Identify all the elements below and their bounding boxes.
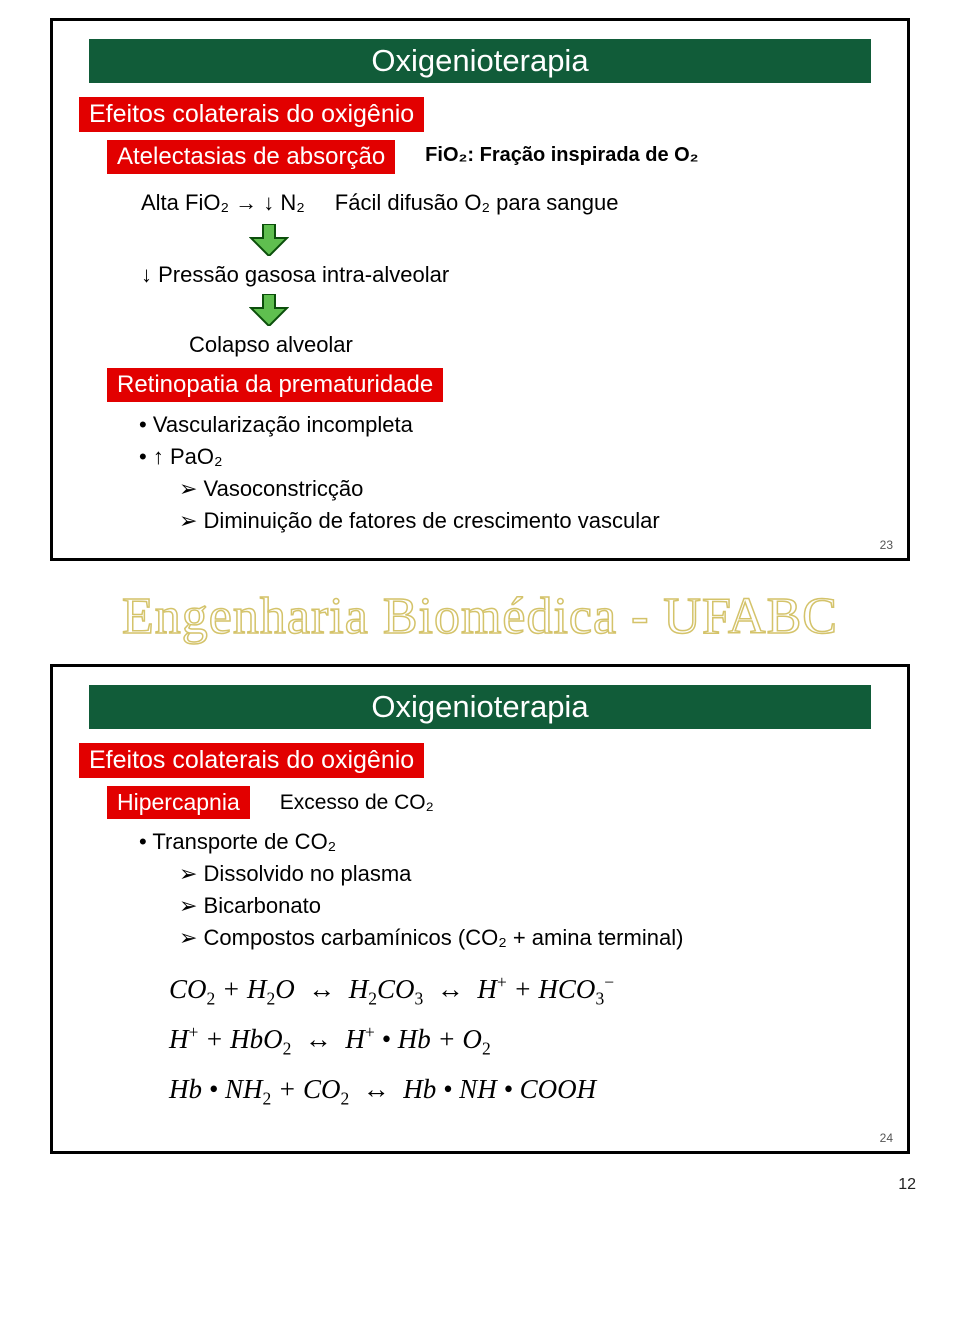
heading-hipercapnia: Hipercapnia <box>107 786 250 819</box>
text-pressao-gasosa: ↓ Pressão gasosa intra-alveolar <box>141 262 881 288</box>
text-excesso-co2: Excesso de CO₂ <box>280 791 434 815</box>
bullet-pao2: ↑ PaO₂ <box>139 444 881 470</box>
slide-oxigenioterapia-1: Oxigenioterapia Efeitos colaterais do ox… <box>50 18 910 561</box>
heading-efeitos-colaterais: Efeitos colaterais do oxigênio <box>79 743 424 778</box>
text-colapso-alveolar: Colapso alveolar <box>189 332 881 358</box>
note-fio2: FiO₂: Fração inspirada de O₂ <box>425 144 698 167</box>
heading-atelectasias: Atelectasias de absorção <box>107 140 395 174</box>
slide-title: Oxigenioterapia <box>89 685 871 729</box>
subbullet-vasoconstriccao: Vasoconstricção <box>179 476 881 502</box>
subbullet-bicarbonato: Bicarbonato <box>179 893 881 919</box>
heading-efeitos-colaterais: Efeitos colaterais do oxigênio <box>79 97 424 132</box>
bullet-transporte-co2: Transporte de CO₂ <box>139 829 881 855</box>
slide-title: Oxigenioterapia <box>89 39 871 83</box>
heading-retinopatia: Retinopatia da prematuridade <box>107 368 443 402</box>
text-alta-fio2: Alta FiO₂ → ↓ N₂ <box>141 190 305 216</box>
page-number: 12 <box>0 1172 960 1212</box>
watermark-text: Engenharia Biomédica - UFABC <box>0 587 960 646</box>
arrow-down-icon <box>249 294 881 326</box>
subbullet-compostos: Compostos carbamínicos (CO₂ + amina term… <box>179 925 881 951</box>
text-facil-difusao: Fácil difusão O₂ para sangue <box>335 190 619 216</box>
subbullet-dissolvido: Dissolvido no plasma <box>179 861 881 887</box>
slide-number: 23 <box>880 538 893 552</box>
arrow-down-icon <box>249 224 881 256</box>
slide-oxigenioterapia-2: Oxigenioterapia Efeitos colaterais do ox… <box>50 664 910 1154</box>
equation-2: H+ + HbO2 ↔ H+ • Hb + O2 <box>169 1015 881 1065</box>
slide-number: 24 <box>880 1131 893 1145</box>
bullet-vascularizacao: Vascularização incompleta <box>139 412 881 438</box>
subbullet-diminuicao: Diminuição de fatores de crescimento vas… <box>179 508 881 534</box>
equation-block: CO2 + H2O ↔ H2CO3 ↔ H+ + HCO3− H+ + HbO2… <box>169 965 881 1115</box>
equation-3: Hb • NH2 + CO2 ↔ Hb • NH • COOH <box>169 1065 881 1115</box>
equation-1: CO2 + H2O ↔ H2CO3 ↔ H+ + HCO3− <box>169 965 881 1015</box>
